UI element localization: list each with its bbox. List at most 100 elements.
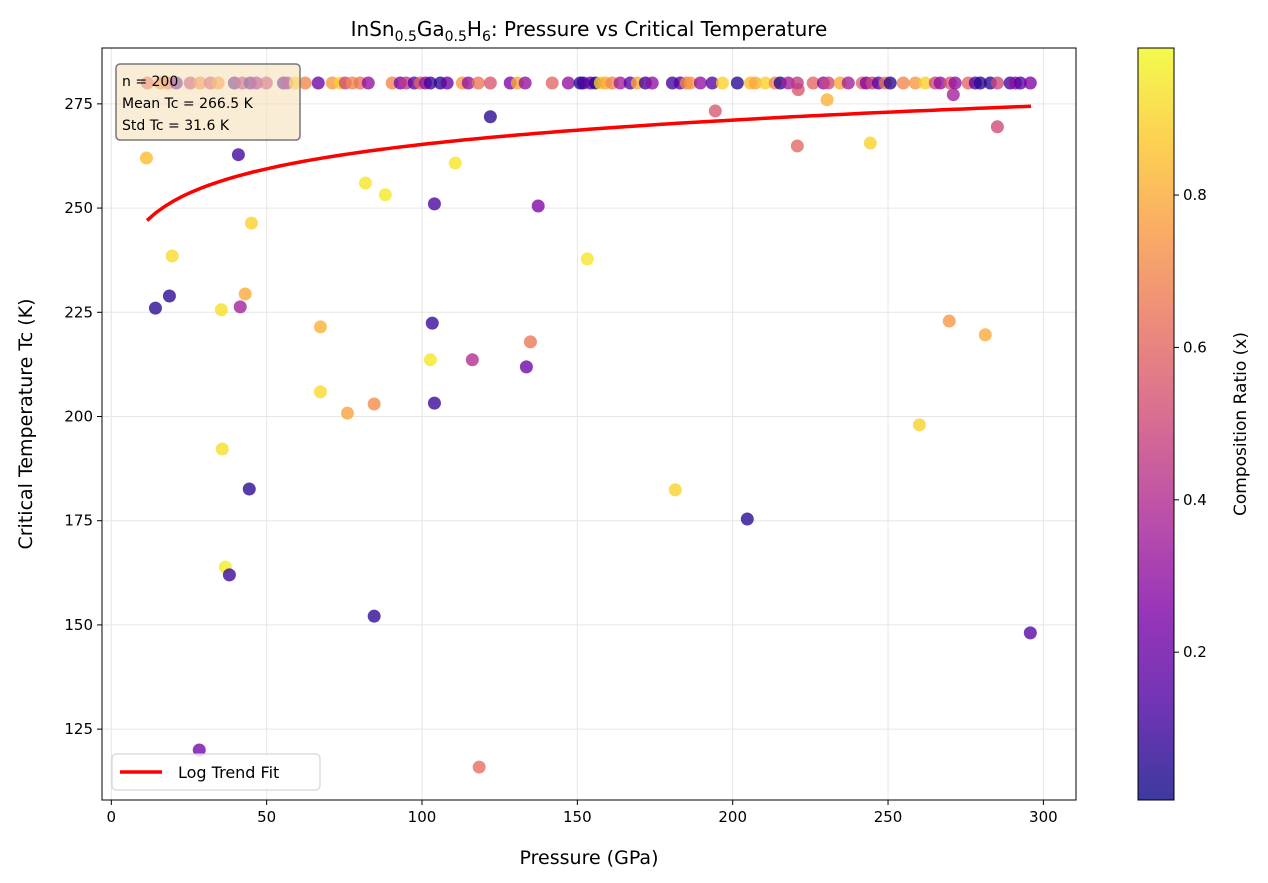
data-point [483,110,497,124]
data-point [423,76,437,90]
data-point [705,76,719,90]
data-point [1013,76,1027,90]
x-tick-label: 300 [1029,808,1058,826]
data-point [668,483,682,497]
y-tick-label: 250 [64,199,93,217]
data-point [483,76,497,90]
title-part: Ga [417,17,445,41]
data-point [427,197,441,211]
x-tick-label: 250 [874,808,903,826]
data-point [518,76,532,90]
data-point [708,104,722,118]
data-point [946,88,960,102]
data-point [683,76,697,90]
data-point [531,199,545,213]
title-part: 6 [482,29,491,45]
legend-label: Log Trend Fit [178,763,279,782]
data-point [465,353,479,367]
data-point [427,396,441,410]
colorbar: 0.2 0.4 0.6 0.8 Composition Ratio (x) [1137,47,1251,801]
data-point [942,314,956,328]
data-point [519,360,533,374]
data-point [214,303,228,317]
data-point [242,482,256,496]
data-point [613,76,627,90]
data-point [948,76,962,90]
x-tick-label: 0 [107,808,117,826]
title-part: InSn [351,17,395,41]
data-point [1023,76,1037,90]
y-tick-label: 175 [64,512,93,530]
colorbar-tick-label: 0.8 [1183,186,1207,204]
data-point [361,76,375,90]
data-point [740,512,754,526]
chart-title: InSn0.5Ga0.5H6: Pressure vs Critical Tem… [351,17,828,45]
data-point [165,249,179,263]
stats-mean: Mean Tc = 266.5 K [122,96,254,112]
log-trend-fit-line [145,104,1032,222]
data-point [790,139,804,153]
data-point [863,136,877,150]
data-point [461,76,475,90]
data-point [358,176,372,190]
data-point [758,76,772,90]
data-point [139,151,153,165]
data-point [244,216,258,230]
data-point [367,609,381,623]
y-tick-label: 150 [64,616,93,634]
x-tick-label: 50 [257,808,276,826]
data-point [841,76,855,90]
stats-n: n = 200 [122,74,178,90]
data-point [748,76,762,90]
data-point [883,76,897,90]
colorbar-tick-label: 0.2 [1183,643,1207,661]
data-point [222,568,236,582]
data-point [472,760,486,774]
data-point [781,76,795,90]
y-axis-label: Critical Temperature Tc (K) [15,298,37,549]
data-point [933,76,947,90]
data-point [918,76,932,90]
colorbar-tick-label: 0.4 [1183,491,1207,509]
data-point [378,188,392,202]
data-point [912,418,926,432]
data-point [367,397,381,411]
grid [102,48,1076,800]
data-point [148,301,162,315]
data-point [820,93,834,107]
data-point [730,76,744,90]
data-point [908,76,922,90]
data-point [693,76,707,90]
data-point [423,353,437,367]
data-point [231,148,245,162]
y-tick-label: 225 [64,303,93,321]
data-point [978,328,992,342]
colorbar-tick-label: 0.6 [1183,338,1207,356]
title-part: 0.5 [395,29,417,45]
data-point [990,120,1004,134]
data-point [790,76,804,90]
data-point [1023,626,1037,640]
y-tick-label: 200 [64,407,93,425]
data-point [561,76,575,90]
colorbar-gradient [1137,47,1175,801]
data-point [440,76,454,90]
title-part: H [467,17,482,41]
points [139,76,1037,774]
data-point [313,385,327,399]
x-tick-label: 200 [718,808,747,826]
stats-box: n = 200 Mean Tc = 266.5 K Std Tc = 31.6 … [115,63,301,141]
data-point [298,76,312,90]
data-point [471,76,485,90]
data-point [580,252,594,266]
axes: 0 50 100 150 200 250 300 125 150 175 200 225 250 275 [64,95,1057,826]
data-point [645,76,659,90]
data-point [806,76,820,90]
data-point [340,406,354,420]
title-part: : Pressure vs Critical Temperature [491,17,827,41]
data-point [233,300,247,314]
data-point [523,335,537,349]
data-point [990,76,1004,90]
y-tick-label: 125 [64,720,93,738]
data-point [311,76,325,90]
